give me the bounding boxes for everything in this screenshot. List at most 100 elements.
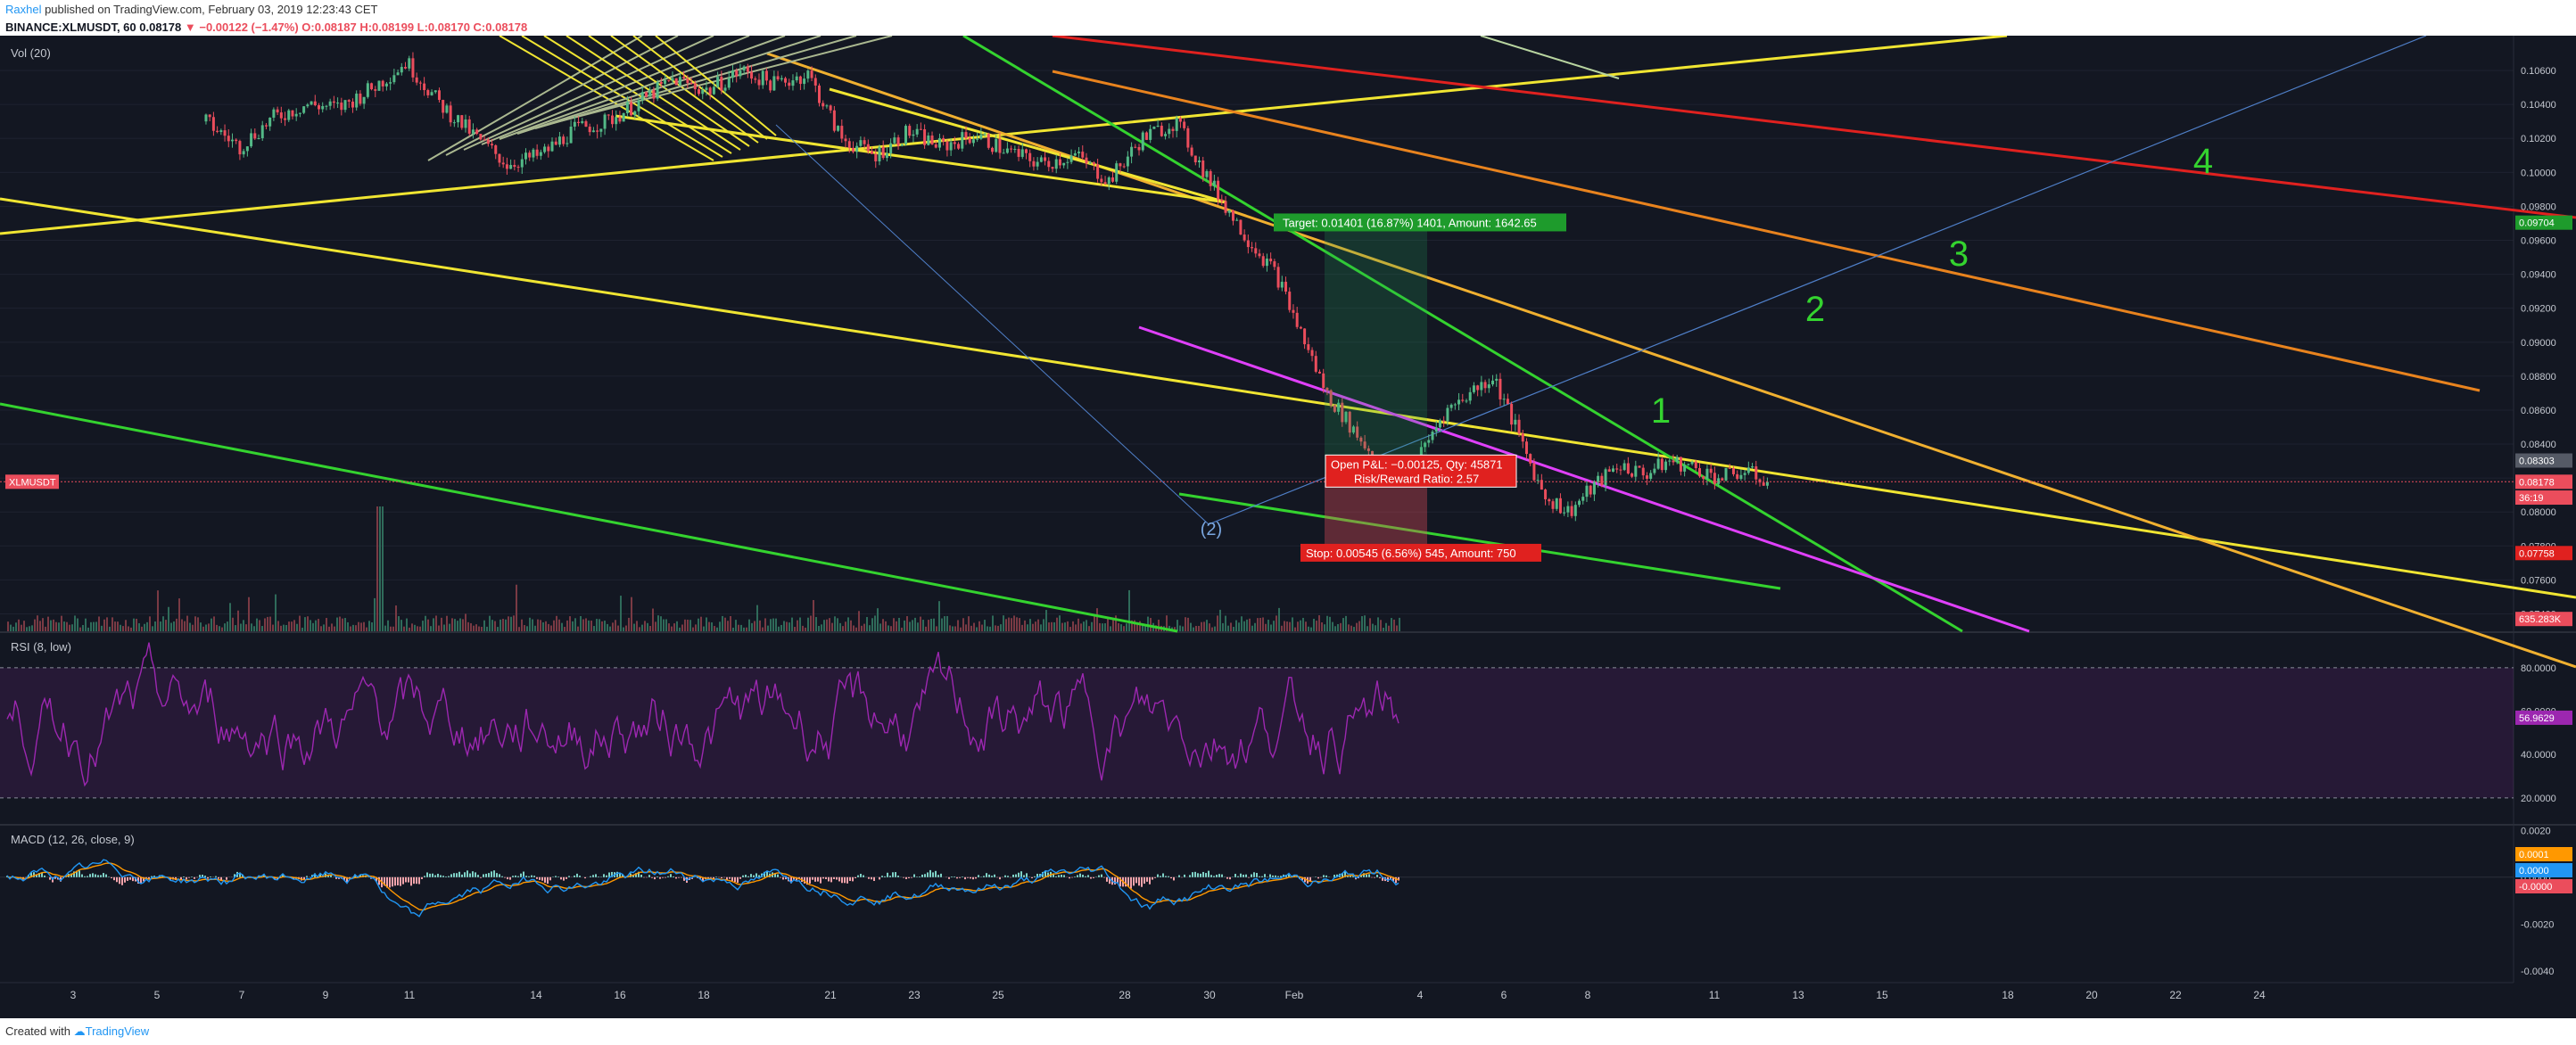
volume-bar xyxy=(146,621,148,631)
candle-body xyxy=(562,136,566,144)
macd-hist-bar xyxy=(755,873,757,877)
volume-bar xyxy=(1016,617,1018,631)
macd-hist-bar xyxy=(764,871,765,877)
volume-bar xyxy=(114,621,116,631)
candle-body xyxy=(1005,148,1009,153)
volume-bar xyxy=(623,627,624,631)
volume-bar xyxy=(973,622,975,631)
macd-hist-bar xyxy=(796,876,797,881)
tradingview-link[interactable]: TradingView xyxy=(85,1024,150,1038)
macd-hist-bar xyxy=(1323,875,1325,877)
volume-bar xyxy=(336,617,338,631)
volume-bar xyxy=(339,616,341,631)
volume-bar xyxy=(320,626,322,631)
candle-body xyxy=(1495,378,1499,381)
volume-bar xyxy=(767,625,769,631)
volume-bar xyxy=(692,627,694,631)
macd-hist-bar xyxy=(1374,876,1375,878)
candle-body xyxy=(491,144,494,146)
volume-bar xyxy=(197,617,199,631)
volume-bar xyxy=(486,626,488,631)
candle-body xyxy=(607,114,610,116)
candle-body xyxy=(659,82,663,85)
macd-hist-bar xyxy=(421,876,423,879)
volume-bar xyxy=(759,620,761,631)
candle-body xyxy=(310,101,313,105)
candle-body xyxy=(757,79,761,86)
volume-bar xyxy=(425,615,426,631)
volume-bar xyxy=(459,618,461,631)
macd-hist-bar xyxy=(777,874,779,877)
macd-hist-bar xyxy=(809,876,811,884)
macd-hist-bar xyxy=(413,876,415,885)
volume-bar xyxy=(1037,619,1039,631)
volume-bar xyxy=(269,616,271,631)
volume-bar xyxy=(1166,615,1168,631)
volume-bar xyxy=(1350,625,1352,631)
volume-bar xyxy=(944,616,945,631)
candle-body xyxy=(810,70,813,78)
candle-body xyxy=(1472,385,1475,392)
candle-body xyxy=(1235,219,1239,221)
volume-bar xyxy=(727,621,729,631)
candle-body xyxy=(859,140,863,146)
macd-hist-bar xyxy=(523,871,524,877)
macd-title: MACD (12, 26, close, 9) xyxy=(11,833,135,846)
macd-hist-bar xyxy=(940,873,942,877)
green-trend-line xyxy=(962,34,1963,633)
candle-body xyxy=(1058,159,1061,166)
volume-bar xyxy=(7,621,9,631)
macd-hist-bar xyxy=(194,876,195,879)
candle-body xyxy=(915,128,919,135)
time-tick-label: Feb xyxy=(1285,989,1304,1001)
macd-hist-bar xyxy=(95,874,96,877)
chart-svg[interactable]: Vol (20) XLMUSDT Target: 0.01401 (16.87%) … xyxy=(0,34,2576,1018)
author-link[interactable]: Raxhel xyxy=(5,3,42,16)
volume-bar xyxy=(596,619,598,631)
chart-area[interactable]: Vol (20) XLMUSDT Target: 0.01401 (16.87%) … xyxy=(0,34,2576,1018)
candle-body xyxy=(813,78,817,86)
magenta-channel-line xyxy=(1138,325,2030,633)
macd-hist-bar xyxy=(1184,874,1185,877)
candle-body xyxy=(588,127,591,133)
volume-bar xyxy=(1259,617,1261,631)
volume-bar xyxy=(845,621,846,631)
candle-body xyxy=(426,90,430,95)
macd-hist-bar xyxy=(416,876,417,885)
macd-hist-bar xyxy=(400,876,401,886)
candle-body xyxy=(912,134,915,136)
candle-body xyxy=(1243,235,1246,241)
volume-bar xyxy=(1383,627,1384,631)
candle-body xyxy=(1231,210,1234,221)
volume-bar xyxy=(738,624,739,631)
macd-hist-bar xyxy=(804,876,805,884)
candle-body xyxy=(720,77,723,91)
candle-body xyxy=(1115,163,1119,182)
candle-body xyxy=(1209,171,1212,186)
volume-bar xyxy=(631,597,632,631)
macd-hist-bar xyxy=(881,876,883,877)
volume-bar xyxy=(66,621,68,631)
candle-body xyxy=(408,58,411,69)
volume-bar xyxy=(978,621,980,631)
volume-bar xyxy=(1270,624,1272,631)
volume-bar xyxy=(1190,622,1192,631)
volume-bar xyxy=(714,626,715,631)
macd-hist-bar xyxy=(603,874,605,877)
macd-hist-bar xyxy=(453,873,455,877)
candle-body xyxy=(1292,309,1295,313)
candle-body xyxy=(1758,479,1762,483)
macd-hist-bar xyxy=(1245,874,1247,877)
candle-body xyxy=(569,127,573,144)
price-tag xyxy=(2515,453,2572,468)
candle-body xyxy=(452,122,456,124)
volume-bar xyxy=(965,624,967,631)
macd-hist-bar xyxy=(924,874,926,877)
volume-bar xyxy=(1313,618,1315,631)
macd-hist-bar xyxy=(116,876,118,883)
volume-bar xyxy=(275,594,277,631)
price-tick-label: 0.09400 xyxy=(2521,270,2556,281)
volume-bar xyxy=(885,621,887,631)
volume-bar xyxy=(90,621,92,631)
rsi-line xyxy=(6,642,1399,787)
